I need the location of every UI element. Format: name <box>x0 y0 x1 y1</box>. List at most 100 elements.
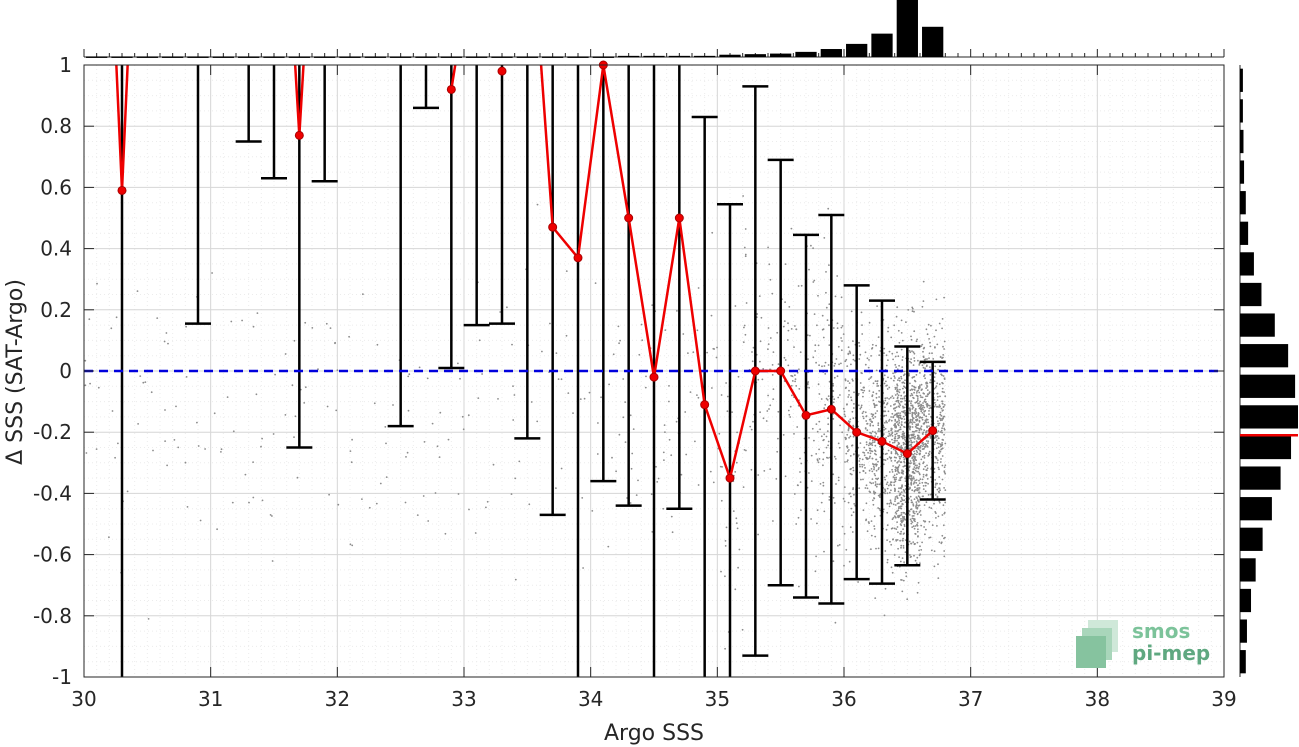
scatter-point <box>743 449 746 451</box>
scatter-point <box>934 435 937 437</box>
scatter-point <box>911 415 914 418</box>
scatter-point <box>921 478 924 481</box>
scatter-point <box>892 448 895 451</box>
scatter-point <box>911 411 914 414</box>
scatter-point <box>887 484 890 487</box>
scatter-point <box>925 452 927 454</box>
scatter-point <box>916 487 919 490</box>
scatter-point <box>925 528 927 531</box>
scatter-point <box>901 339 904 342</box>
scatter-point <box>920 383 923 386</box>
scatter-point <box>655 465 657 468</box>
scatter-point <box>641 339 644 342</box>
scatter-point <box>920 345 923 347</box>
scatter-point <box>934 484 937 486</box>
scatter-point <box>916 395 919 397</box>
scatter-point <box>921 305 924 308</box>
scatter-point <box>903 426 906 428</box>
y-histogram-bar <box>1240 619 1247 643</box>
scatter-point <box>95 448 98 450</box>
scatter-point <box>351 438 353 441</box>
scatter-point <box>108 536 110 539</box>
scatter-point <box>196 421 198 424</box>
scatter-point <box>929 373 932 376</box>
scatter-point <box>928 450 931 453</box>
scatter-point <box>815 453 818 455</box>
scatter-point <box>940 414 943 417</box>
scatter-point <box>903 397 906 400</box>
scatter-point <box>893 484 896 486</box>
scatter-point <box>837 476 840 479</box>
scatter-point <box>199 519 202 522</box>
scatter-point <box>776 331 779 334</box>
scatter-point <box>941 427 943 430</box>
y-histogram-bar <box>1240 221 1249 245</box>
scatter-point <box>823 550 825 553</box>
scatter-point <box>900 375 902 378</box>
scatter-point <box>800 462 803 465</box>
scatter-point <box>752 420 754 423</box>
scatter-point <box>930 507 933 510</box>
x-histogram-bar <box>339 56 361 58</box>
scatter-point <box>873 528 876 530</box>
mean-point <box>674 213 684 223</box>
scatter-point <box>767 394 769 397</box>
scatter-point <box>890 566 893 569</box>
scatter-point <box>919 384 921 387</box>
scatter-point <box>897 468 899 470</box>
scatter-point <box>821 365 823 368</box>
scatter-point <box>911 515 914 517</box>
scatter-point <box>853 391 855 394</box>
scatter-point <box>844 438 847 441</box>
scatter-point <box>787 364 790 367</box>
scatter-point <box>884 421 886 424</box>
scatter-point <box>834 362 836 365</box>
scatter-point <box>896 510 898 513</box>
scatter-point <box>622 378 625 380</box>
scatter-point <box>918 473 921 476</box>
scatter-point <box>850 514 853 517</box>
scatter-point <box>671 531 674 534</box>
scatter-point <box>907 309 910 311</box>
scatter-point <box>362 293 364 296</box>
scatter-point <box>922 461 925 463</box>
scatter-point <box>915 467 917 470</box>
scatter-point <box>912 515 915 517</box>
x-histogram-bar <box>212 56 234 58</box>
scatter-point <box>902 545 905 547</box>
scatter-point <box>832 560 835 563</box>
scatter-point <box>851 531 854 533</box>
scatter-point <box>459 377 461 380</box>
scatter-point <box>927 323 930 326</box>
scatter-point <box>923 406 926 409</box>
scatter-point <box>900 518 902 520</box>
scatter-point <box>908 427 911 430</box>
scatter-point <box>921 343 924 346</box>
scatter-point <box>725 526 728 529</box>
scatter-point <box>918 479 920 482</box>
scatter-point <box>897 509 900 512</box>
scatter-point <box>896 430 899 432</box>
scatter-point <box>922 402 924 404</box>
scatter-point <box>912 510 915 513</box>
scatter-point <box>832 384 835 387</box>
scatter-point <box>933 405 936 408</box>
y-tick-label: -0.4 <box>33 481 72 505</box>
scatter-point <box>916 522 919 524</box>
y-histogram-bar <box>1240 191 1246 215</box>
scatter-point <box>911 350 913 352</box>
scatter-point <box>896 497 899 499</box>
scatter-point <box>937 420 939 423</box>
scatter-point <box>891 435 894 437</box>
scatter-point <box>857 581 859 583</box>
scatter-point <box>879 350 882 352</box>
x-tick-label: 34 <box>578 687 603 711</box>
scatter-point <box>922 443 925 446</box>
scatter-point <box>220 451 222 453</box>
scatter-point <box>938 322 941 325</box>
y-histogram-bar <box>1240 374 1296 398</box>
scatter-point <box>852 417 855 420</box>
scatter-point <box>896 415 898 417</box>
scatter-point <box>900 512 903 514</box>
scatter-point <box>862 478 864 481</box>
